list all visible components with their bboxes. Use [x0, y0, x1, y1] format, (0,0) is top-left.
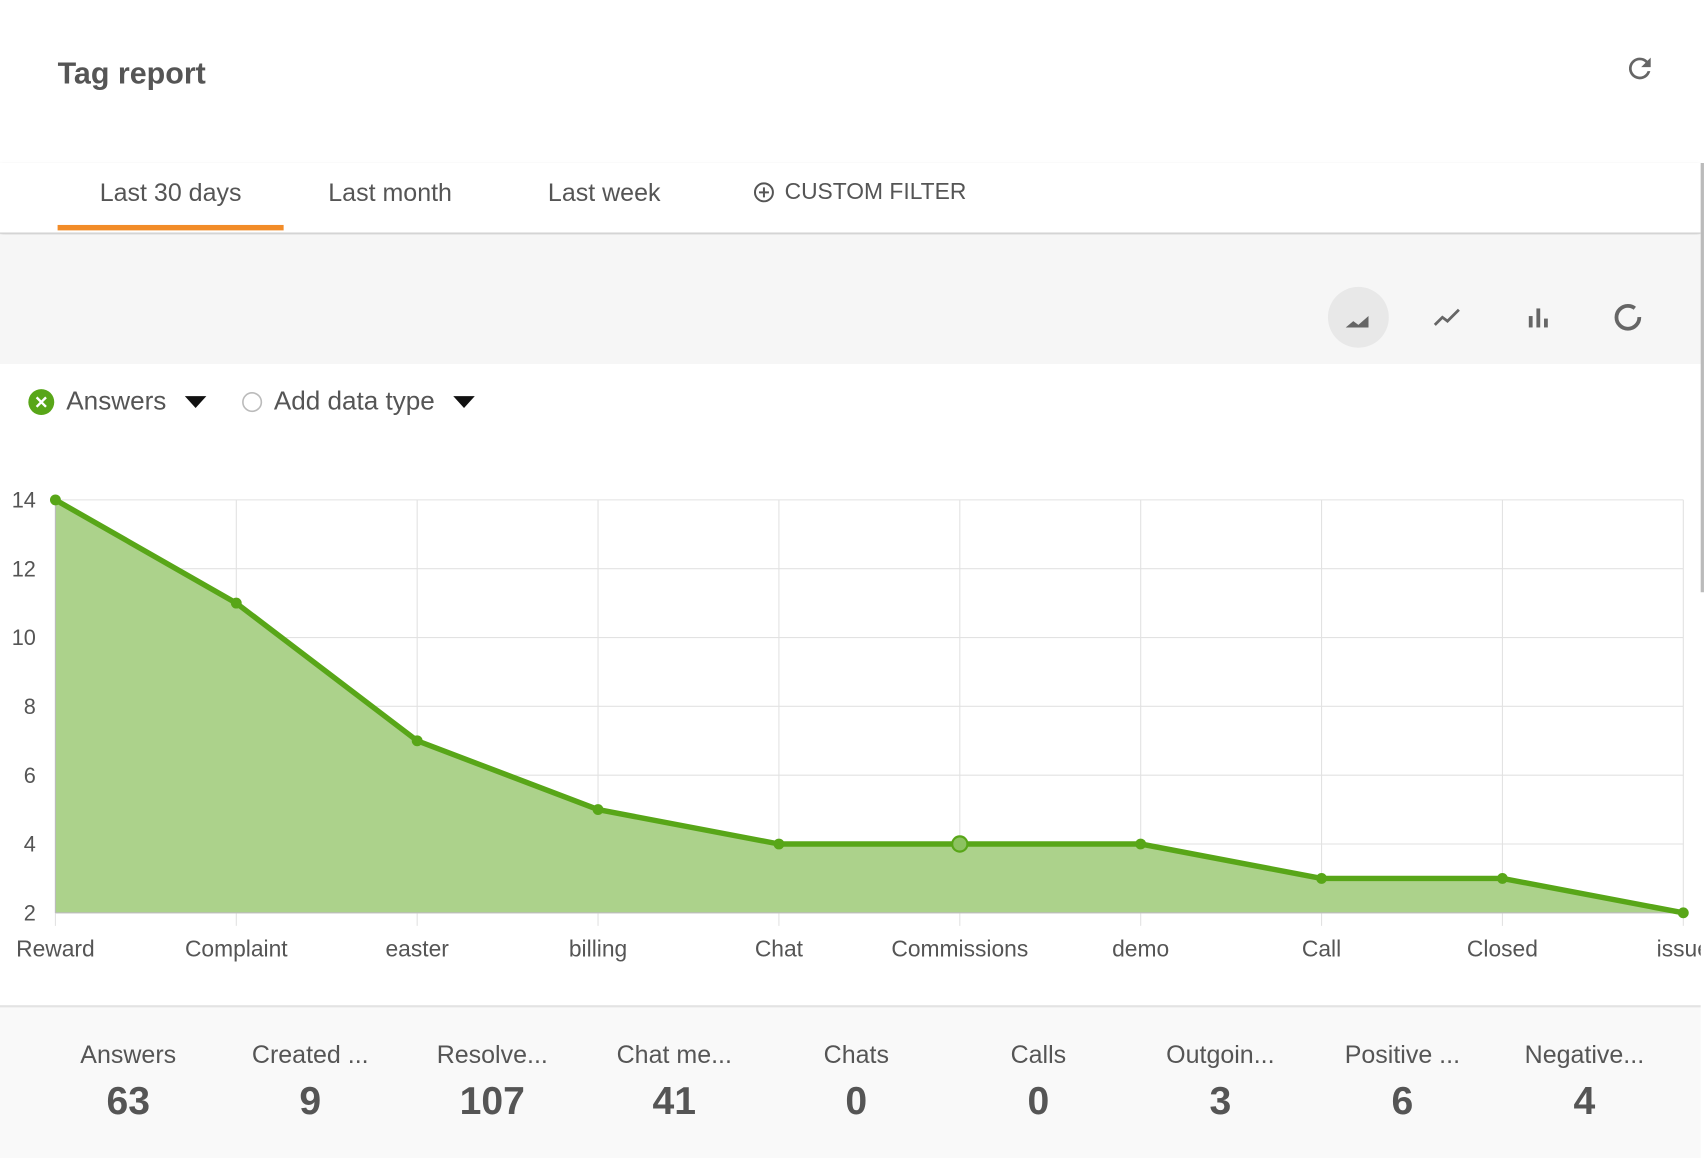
stat-5: Calls 0	[951, 1040, 1125, 1124]
tab-label: Last 30 days	[99, 178, 242, 207]
stat-value: 9	[299, 1078, 322, 1123]
stat-label: Created ...	[251, 1039, 369, 1069]
stat-value: 6	[1391, 1078, 1414, 1123]
plus-circle-icon	[753, 182, 774, 203]
custom-filter-button[interactable]: CUSTOM FILTER	[752, 163, 966, 222]
donut-chart-icon	[1614, 304, 1642, 331]
data-point	[49, 494, 61, 506]
line-chart-icon	[1433, 308, 1460, 326]
page-title: Tag report	[57, 56, 206, 91]
data-point	[951, 835, 969, 853]
stat-label: Positive ...	[1344, 1039, 1461, 1069]
x-tick-label: demo	[1112, 935, 1169, 961]
y-tick-label: 12	[12, 556, 36, 581]
tab-last-30-days[interactable]: Last 30 days	[57, 163, 284, 231]
data-point	[1316, 872, 1327, 884]
stat-label: Calls	[1010, 1039, 1067, 1069]
donut-chart-button[interactable]	[1597, 287, 1658, 348]
add-data-type-label: Add data type	[273, 386, 435, 417]
stat-7: Positive ... 6	[1315, 1040, 1489, 1124]
series-line	[54, 497, 1684, 916]
x-tick-label: Commissions	[891, 935, 1028, 961]
remove-circle-icon[interactable]	[27, 388, 55, 416]
stat-label: Chats	[823, 1039, 889, 1069]
x-tick-label: issue	[1657, 935, 1701, 961]
caret-down-icon[interactable]	[452, 394, 476, 409]
y-tick-label: 6	[24, 763, 36, 788]
line-chart-button[interactable]	[1417, 287, 1478, 348]
stat-value: 0	[845, 1078, 868, 1123]
stat-label: Chat me...	[616, 1039, 732, 1069]
stat-value: 63	[106, 1078, 150, 1123]
x-tick-label: billing	[569, 935, 627, 961]
area-chart-icon	[1345, 316, 1369, 328]
x-tick-label: Call	[1302, 935, 1341, 961]
data-point	[411, 735, 423, 747]
x-tick-label: easter	[385, 935, 449, 961]
data-type-label: Answers	[66, 386, 167, 417]
stat-label: Answers	[80, 1039, 177, 1069]
bar-chart-button[interactable]	[1507, 287, 1568, 348]
stat-6: Outgoin... 3	[1133, 1040, 1307, 1124]
stat-label: Negative...	[1524, 1039, 1645, 1069]
data-point	[230, 597, 242, 609]
area-chart-button[interactable]	[1327, 286, 1389, 348]
y-tick-label: 14	[12, 487, 36, 512]
data-point	[1135, 838, 1147, 850]
stat-8: Negative... 4	[1497, 1040, 1671, 1124]
area-chart: 2 4 6 8 10 12 14 Reward Complaint easter billing Ch…	[12, 487, 1701, 961]
stat-value: 107	[459, 1078, 525, 1123]
date-tabs: Last 30 days Last month Last week CUSTOM…	[0, 163, 1701, 234]
data-point	[1677, 907, 1689, 919]
stat-3: Chat me... 41	[587, 1040, 761, 1124]
stat-value: 3	[1209, 1078, 1232, 1123]
data-point	[1496, 872, 1508, 884]
series-area	[55, 499, 1684, 913]
y-tick-label: 8	[24, 694, 36, 719]
radio-icon[interactable]	[241, 391, 263, 413]
x-tick-label: Chat	[755, 935, 804, 961]
stat-4: Chats 0	[769, 1040, 943, 1124]
stat-value: 0	[1027, 1078, 1050, 1123]
tab-last-month[interactable]: Last month	[304, 163, 476, 230]
x-tick-label: Reward	[16, 935, 95, 961]
x-tick-label: Closed	[1467, 935, 1538, 961]
scrollbar[interactable]	[1700, 163, 1704, 593]
tab-last-week[interactable]: Last week	[522, 163, 687, 230]
stat-label: Resolve...	[436, 1039, 548, 1069]
stat-0: Answers 63	[41, 1040, 215, 1124]
stat-value: 4	[1573, 1078, 1596, 1123]
add-data-type[interactable]: Add data type	[241, 387, 476, 417]
tab-label: Last month	[328, 178, 452, 207]
data-point	[592, 804, 604, 816]
y-tick-label: 4	[24, 832, 36, 857]
stat-value: 41	[652, 1078, 697, 1123]
data-type-answers[interactable]: Answers	[27, 387, 207, 417]
custom-filter-label: CUSTOM FILTER	[784, 179, 967, 205]
caret-down-icon[interactable]	[184, 394, 208, 409]
stat-label: Outgoin...	[1166, 1039, 1275, 1069]
stats-bar: Answers 63 Created ... 9 Resolve... 107 Chat m…	[0, 1005, 1701, 1158]
x-tick-label: Complaint	[185, 935, 288, 961]
data-point	[773, 838, 785, 850]
stat-2: Resolve... 107	[405, 1040, 579, 1124]
y-tick-label: 10	[12, 625, 36, 650]
refresh-icon[interactable]	[1624, 52, 1657, 85]
y-tick-label: 2	[24, 900, 36, 925]
bar-chart-icon	[1528, 308, 1548, 328]
chart-toolbar	[0, 234, 1701, 365]
tab-label: Last week	[547, 178, 661, 207]
stat-1: Created ... 9	[223, 1040, 397, 1124]
